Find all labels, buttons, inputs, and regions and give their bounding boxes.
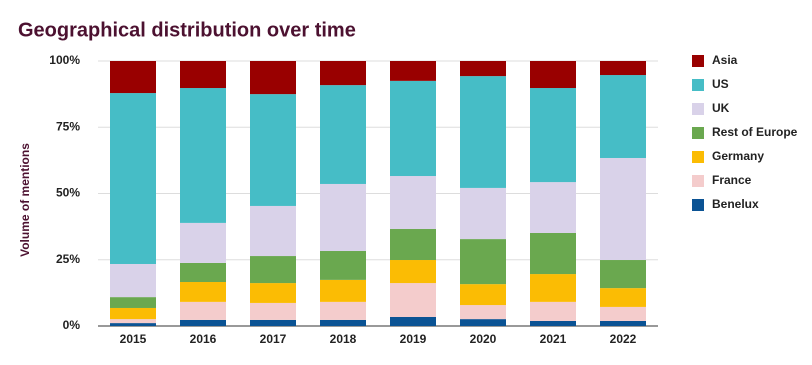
bar-segment: [250, 94, 296, 206]
legend-label: France: [712, 173, 752, 187]
legend-label: Asia: [712, 53, 738, 67]
bar-segment: [600, 260, 646, 289]
x-tick-label: 2020: [470, 332, 497, 346]
bar-segment: [390, 283, 436, 317]
legend-label: Rest of Europe: [712, 125, 798, 139]
bar-segment: [530, 88, 576, 183]
legend-swatch: [692, 103, 704, 115]
bar-segment: [460, 76, 506, 188]
bar-segment: [180, 222, 226, 263]
bar-segment: [320, 183, 366, 252]
legend-label: Benelux: [712, 197, 759, 211]
chart-title: Geographical distribution over time: [18, 19, 356, 41]
x-tick-label: 2017: [260, 332, 287, 346]
bar-segment: [530, 320, 576, 326]
bar-segment: [600, 288, 646, 307]
bar-segment: [320, 85, 366, 184]
bar-segment: [250, 302, 296, 320]
bar-segment: [390, 176, 436, 230]
legend-swatch: [692, 79, 704, 91]
bar-segment: [390, 260, 436, 284]
bar-segment: [180, 301, 226, 320]
bar-segment: [460, 187, 506, 240]
y-axis-label: Volume of mentions: [18, 143, 32, 257]
bar-segment: [320, 279, 366, 302]
bar-segment: [110, 61, 156, 94]
bar-segment: [180, 88, 226, 223]
bar-segment: [320, 301, 366, 320]
bar-segment: [460, 239, 506, 285]
legend-label: UK: [712, 101, 730, 115]
x-tick-label: 2022: [610, 332, 637, 346]
legend-swatch: [692, 175, 704, 187]
bar-segment: [320, 319, 366, 326]
bar-segment: [460, 284, 506, 306]
bar-segment: [250, 61, 296, 95]
bar-segment: [110, 93, 156, 264]
x-tick-label: 2018: [330, 332, 357, 346]
y-tick-label: 25%: [56, 252, 80, 266]
y-tick-label: 75%: [56, 119, 80, 133]
x-tick-label: 2021: [540, 332, 567, 346]
bar-segment: [600, 320, 646, 326]
legend-label: US: [712, 77, 729, 91]
bar-segment: [600, 306, 646, 321]
bar-segment: [460, 305, 506, 320]
y-tick-label: 0%: [63, 318, 81, 332]
bar-segment: [530, 182, 576, 233]
bar-segment: [530, 301, 576, 321]
bar-segment: [390, 80, 436, 177]
legend-swatch: [692, 199, 704, 211]
bar-segment: [530, 232, 576, 275]
legend-swatch: [692, 55, 704, 67]
y-tick-label: 50%: [56, 186, 80, 200]
y-tick-label: 100%: [49, 53, 80, 67]
bar-segment: [180, 319, 226, 326]
bar-segment: [110, 263, 156, 298]
bar-segment: [250, 256, 296, 284]
bar-segment: [600, 75, 646, 158]
bar-segment: [110, 323, 156, 326]
legend-swatch: [692, 151, 704, 163]
bar-segment: [180, 262, 226, 283]
bar-segment: [110, 297, 156, 308]
bar-segment: [250, 283, 296, 303]
bar-segment: [320, 251, 366, 280]
bar-segment: [460, 61, 506, 77]
bar-segment: [180, 282, 226, 302]
bar-segment: [110, 307, 156, 320]
legend-swatch: [692, 127, 704, 139]
bar-segment: [600, 61, 646, 76]
bar-segment: [600, 157, 646, 261]
bar-segment: [530, 274, 576, 302]
x-tick-label: 2016: [190, 332, 217, 346]
bar-segment: [250, 319, 296, 326]
x-tick-label: 2019: [400, 332, 427, 346]
bar-segment: [110, 319, 156, 324]
legend-label: Germany: [712, 149, 764, 163]
bar-segment: [390, 229, 436, 261]
bar-segment: [390, 61, 436, 81]
bar-segment: [180, 61, 226, 89]
bar-segment: [530, 61, 576, 89]
bar-segment: [320, 61, 366, 86]
bar-segment: [250, 205, 296, 257]
bar-segment: [390, 316, 436, 326]
bar-segment: [460, 319, 506, 326]
x-tick-label: 2015: [120, 332, 147, 346]
